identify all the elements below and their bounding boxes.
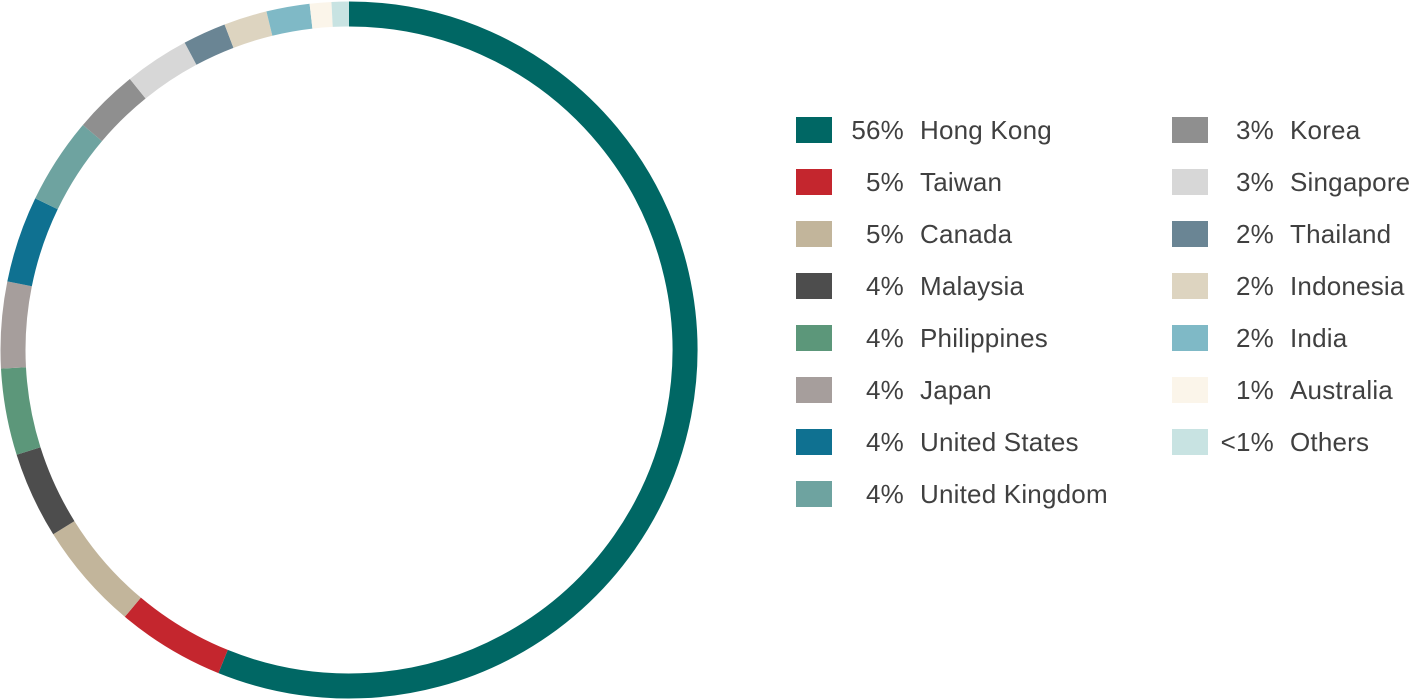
legend-item: 5% Canada <box>796 208 1108 260</box>
legend-swatch <box>1172 273 1208 299</box>
legend-swatch <box>796 169 832 195</box>
donut-slice-japan <box>0 281 32 369</box>
legend-label: Australia <box>1290 374 1393 405</box>
legend-label: Philippines <box>920 322 1048 353</box>
legend-percent: 5% <box>866 218 904 249</box>
legend-percent: 4% <box>866 374 904 405</box>
legend-swatch <box>796 377 832 403</box>
legend-label: Hong Kong <box>920 114 1052 145</box>
legend-percent: 2% <box>1236 270 1274 301</box>
legend-item: 56% Hong Kong <box>796 104 1108 156</box>
legend-label: United Kingdom <box>920 478 1108 509</box>
donut-slice-united-states <box>7 198 58 287</box>
legend-percent: 3% <box>1236 114 1274 145</box>
legend-label: Korea <box>1290 114 1361 145</box>
legend-label: Thailand <box>1290 218 1392 249</box>
donut-slice-india <box>266 3 313 36</box>
legend-item: 4% United Kingdom <box>796 468 1108 520</box>
legend-percent: 5% <box>866 166 904 197</box>
donut-slice-canada <box>53 520 142 617</box>
legend-percent: 1% <box>1236 374 1274 405</box>
donut-ring <box>0 1 698 699</box>
donut-slice-taiwan <box>124 597 228 674</box>
legend-percent: 2% <box>1236 218 1274 249</box>
legend-label: Indonesia <box>1290 270 1405 301</box>
legend-swatch <box>796 273 832 299</box>
legend-swatch <box>1172 221 1208 247</box>
legend-swatch <box>1172 325 1208 351</box>
legend-swatch <box>796 325 832 351</box>
legend-percent: 3% <box>1236 166 1274 197</box>
donut-slice-thailand <box>184 24 234 65</box>
legend-percent: 56% <box>851 114 904 145</box>
donut-slice-korea <box>82 79 146 142</box>
legend-swatch <box>796 117 832 143</box>
legend-swatch <box>796 221 832 247</box>
legend-item: 2% Thailand <box>1172 208 1410 260</box>
donut-slice-hong-kong <box>218 1 698 699</box>
legend-percent: 4% <box>866 426 904 457</box>
legend-item: 4% United States <box>796 416 1108 468</box>
legend-swatch <box>796 429 832 455</box>
legend-item: 3% Singapore <box>1172 156 1410 208</box>
legend-label: Malaysia <box>920 270 1025 301</box>
legend-swatch <box>1172 117 1208 143</box>
legend-label: Japan <box>920 374 992 405</box>
legend-column-1: 56% Hong Kong 5% Taiwan 5% Canada 4% Mal… <box>796 104 1108 520</box>
legend-label: Taiwan <box>920 166 1003 197</box>
legend-percent: 2% <box>1236 322 1274 353</box>
legend-swatch <box>1172 377 1208 403</box>
legend-percent: <1% <box>1220 426 1274 457</box>
legend-item: 1% Australia <box>1172 364 1410 416</box>
legend-item: 4% Philippines <box>796 312 1108 364</box>
legend-item: 2% India <box>1172 312 1410 364</box>
donut-slice-philippines <box>0 367 41 455</box>
legend-label: United States <box>920 426 1079 457</box>
legend-label: India <box>1290 322 1348 353</box>
legend-label: Canada <box>920 218 1013 249</box>
legend-item: 4% Malaysia <box>796 260 1108 312</box>
legend-column-2: 3% Korea 3% Singapore 2% Thailand 2% Ind… <box>1172 104 1410 468</box>
legend-item: 5% Taiwan <box>796 156 1108 208</box>
legend-item: <1% Others <box>1172 416 1410 468</box>
legend-swatch <box>796 481 832 507</box>
donut-slice-australia <box>309 1 333 29</box>
legend-item: 4% Japan <box>796 364 1108 416</box>
donut-slice-united-kingdom <box>35 124 103 210</box>
legend-label: Singapore <box>1290 166 1411 197</box>
legend-label: Others <box>1290 426 1370 457</box>
legend-swatch <box>1172 169 1208 195</box>
donut-slice-indonesia <box>224 11 273 48</box>
legend-percent: 4% <box>866 270 904 301</box>
legend-item: 3% Korea <box>1172 104 1410 156</box>
legend-percent: 4% <box>866 478 904 509</box>
donut-slice-singapore <box>129 42 197 99</box>
legend-percent: 4% <box>866 322 904 353</box>
donut-slice-malaysia <box>16 447 75 535</box>
legend-swatch <box>1172 429 1208 455</box>
legend-item: 2% Indonesia <box>1172 260 1410 312</box>
